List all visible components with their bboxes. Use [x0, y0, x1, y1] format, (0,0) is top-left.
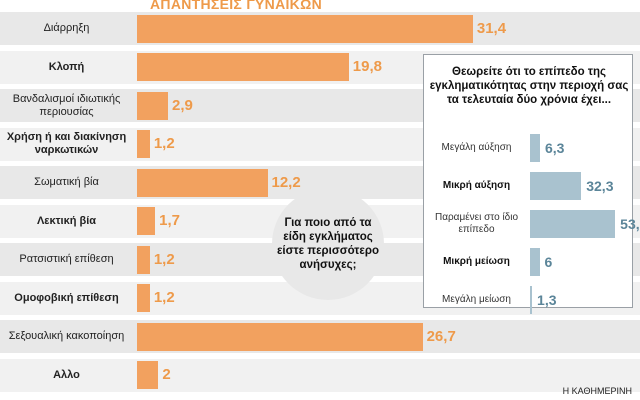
bar: [137, 91, 169, 120]
bar: [137, 14, 473, 43]
panel-value-label: 32,3: [586, 178, 614, 194]
bar: [137, 53, 349, 81]
bar: [137, 322, 423, 351]
panel-value-label: 6: [544, 254, 553, 270]
chart-header: ΑΠΑΝΤΗΣΕΙΣ ΓΥΝΑΙΚΩΝ: [150, 0, 323, 12]
panel-bar: [530, 286, 533, 314]
panel-category-label: Μεγάλη αύξηση: [441, 142, 512, 153]
value-label: 12,2: [271, 173, 301, 191]
crime-level-panel: Θεωρείτε ότι το επίπεδο της εγκληματικότ…: [423, 54, 640, 314]
value-label: 26,7: [426, 327, 456, 345]
panel-category-label: Παραμένει στο ίδιο επίπεδο: [434, 212, 519, 235]
panel-bar: [530, 248, 540, 276]
panel-bar: [530, 134, 540, 162]
panel-value-label: 53,7: [620, 216, 640, 232]
value-label: 1,7: [159, 212, 181, 229]
panel-title: Θεωρείτε ότι το επίπεδο της εγκληματικότ…: [429, 66, 629, 106]
question-bubble: Για ποιο από τα είδη εγκλήματος είστε πε…: [272, 188, 384, 300]
panel-bar: [530, 210, 616, 238]
value-label: 31,4: [476, 19, 507, 37]
category-label: Κλοπή: [48, 60, 85, 73]
value-label: 2,9: [172, 96, 193, 114]
category-label: Ομοφοβική επίθεση: [14, 291, 119, 304]
bar: [137, 130, 150, 158]
value-label: 1,2: [153, 289, 175, 306]
panel-category-label: Μεγάλη μείωση: [442, 294, 511, 305]
bar: [137, 361, 159, 389]
bar: [137, 245, 150, 274]
category-label: Ρατσιστική επίθεση: [19, 253, 114, 265]
panel-category-label: Μικρή μείωση: [443, 256, 510, 267]
category-label: Λεκτική βία: [36, 214, 97, 227]
panel-category-label: Μικρή αύξηση: [442, 180, 511, 191]
value-label: 19,8: [352, 58, 382, 75]
bar: [137, 284, 150, 312]
category-label: Χρήση ή και διακίνηση ναρκωτικών: [6, 131, 127, 156]
category-label: Σεξουαλική κακοποίηση: [8, 330, 125, 342]
row-background: [0, 358, 640, 392]
category-label: Βανδαλισμοί ιδιωτικής περιουσίας: [12, 92, 121, 118]
question-text: Για ποιο από τα είδη εγκλήματος είστε πε…: [276, 217, 380, 271]
bar: [137, 168, 268, 197]
category-label: Διάρρηξη: [43, 22, 90, 34]
panel-bar: [530, 172, 582, 200]
value-label: 2: [162, 366, 171, 383]
source-credit: Η ΚΑΘΗΜΕΡΙΝΗ: [562, 386, 632, 396]
panel-value-label: 6,3: [544, 140, 565, 156]
category-label: Αλλο: [53, 368, 80, 381]
panel-value-label: 1,3: [537, 292, 557, 308]
value-label: 1,2: [153, 135, 175, 152]
category-label: Σωματική βία: [34, 176, 99, 188]
bar: [137, 207, 156, 235]
value-label: 1,2: [153, 250, 175, 268]
